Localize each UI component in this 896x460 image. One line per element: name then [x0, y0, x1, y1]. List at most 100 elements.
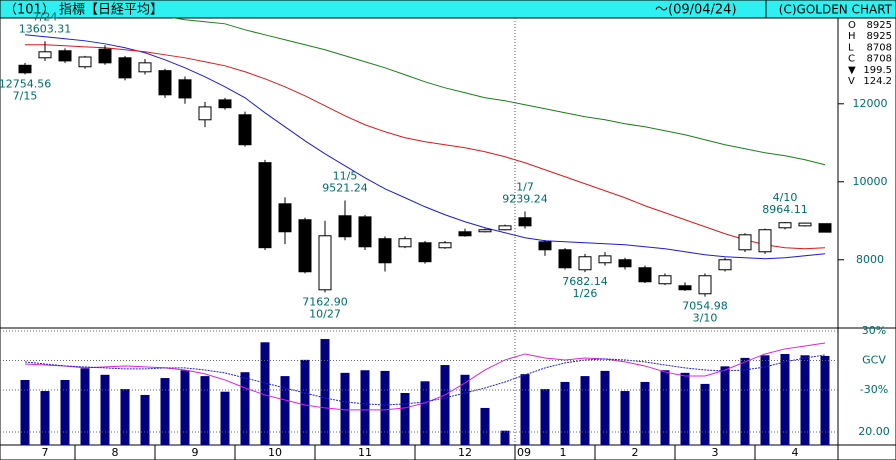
candle-body: [558, 249, 572, 269]
volume-bar: [80, 368, 90, 445]
volume-bar: [600, 370, 610, 445]
info-key: O: [848, 20, 856, 31]
candle-body: [218, 99, 232, 109]
candle-body: [758, 229, 772, 253]
candle-body: [798, 222, 812, 227]
candle-body: [458, 231, 472, 237]
candle-body: [158, 70, 172, 96]
volume-bar: [700, 383, 710, 445]
x-tick-label: 2: [632, 446, 639, 459]
volume-bar: [280, 376, 290, 445]
x-tick-label: 10: [268, 446, 282, 459]
volume-bar: [260, 342, 270, 445]
y-tick-label: 10000: [853, 175, 888, 188]
volume-bar: [760, 355, 770, 445]
annotation-value: 9239.24: [502, 192, 548, 205]
volume-bar: [500, 430, 510, 445]
volume-bar: [140, 394, 150, 445]
candle-body: [18, 64, 32, 74]
header-title: （101） 指標【日経平均】: [4, 3, 163, 18]
y-tick-label: GCV: [862, 353, 886, 366]
volume-bar: [160, 378, 170, 445]
header-date: ～(09/04/24): [655, 3, 737, 18]
volume-bar: [20, 380, 30, 445]
volume-bar: [60, 380, 70, 445]
volume-bar: [480, 407, 490, 445]
volume-bar: [720, 366, 730, 445]
annotation-date: 10/27: [309, 307, 341, 320]
volume-bar: [380, 370, 390, 445]
annotation-date: 11/5: [333, 169, 358, 182]
annotation-value: 8964.11: [762, 203, 808, 216]
info-key: ▼: [848, 65, 856, 76]
candle-body: [338, 215, 352, 238]
candle-body: [418, 242, 432, 263]
annotation-date: 1/26: [573, 287, 598, 300]
info-key: V: [848, 76, 855, 87]
volume-bar: [420, 381, 430, 445]
x-tick-label: 9: [192, 446, 199, 459]
candle-body: [438, 242, 452, 249]
y-tick-label: 12000: [853, 97, 888, 110]
candle-body: [498, 225, 512, 231]
annotation-value: 9521.24: [322, 181, 368, 194]
candle-body: [718, 259, 732, 271]
header-copyright: (C)GOLDEN CHART: [779, 3, 893, 17]
volume-bar: [360, 370, 370, 445]
y-tick-label: -30%: [860, 383, 888, 396]
candle-body: [78, 56, 92, 68]
candle-body: [698, 275, 712, 295]
candle-body: [538, 241, 552, 251]
candle-body: [358, 216, 372, 248]
volume-bar: [320, 339, 330, 445]
candle-body: [578, 256, 592, 271]
annotation-date: 3/10: [693, 312, 718, 325]
x-tick-label: 3: [712, 446, 719, 459]
indicator-line: [24, 342, 826, 411]
moving-average-line: [24, 34, 826, 260]
candle-body: [678, 285, 692, 291]
volume-bar: [520, 374, 530, 445]
candle-body: [118, 57, 132, 79]
candle-body: [738, 234, 752, 251]
info-value: 8708: [867, 54, 892, 65]
candle-body: [38, 51, 52, 59]
x-tick-label: 7: [42, 446, 49, 459]
volume-bar: [460, 374, 470, 445]
info-value: 124.2: [863, 76, 892, 87]
volume-bar: [640, 381, 650, 445]
candle-body: [258, 162, 272, 249]
candle-body: [198, 106, 212, 121]
x-tick-label: 12: [458, 446, 472, 459]
y-tick-label: 30%: [862, 324, 886, 337]
volume-bar: [540, 389, 550, 445]
volume-bar: [440, 365, 450, 445]
annotation-date: 4/10: [773, 191, 798, 204]
volume-bar: [220, 391, 230, 445]
candle-body: [58, 50, 72, 62]
candle-body: [298, 219, 312, 273]
volume-bar: [40, 391, 50, 445]
volume-bar: [780, 354, 790, 445]
candle-body: [318, 235, 332, 291]
annotation-value: 12754.56: [0, 77, 51, 90]
volume-bar: [200, 376, 210, 445]
info-value: 199.5: [863, 65, 892, 76]
price-plot: [18, 18, 832, 297]
candle-body: [638, 267, 652, 283]
x-tick-label: 8: [112, 446, 119, 459]
volume-bar: [820, 355, 830, 445]
volume-bar: [400, 393, 410, 445]
candle-body: [398, 238, 412, 248]
header-bar: [0, 0, 896, 19]
x-tick-label: 11: [358, 446, 372, 459]
volume-bar: [620, 391, 630, 445]
candle-body: [818, 223, 832, 233]
volume-bar: [100, 374, 110, 445]
info-key: C: [848, 54, 855, 65]
indicator-line: [24, 354, 826, 406]
candle-body: [478, 229, 492, 233]
x-tick-label: 1: [560, 446, 567, 459]
candle-body: [98, 48, 112, 64]
